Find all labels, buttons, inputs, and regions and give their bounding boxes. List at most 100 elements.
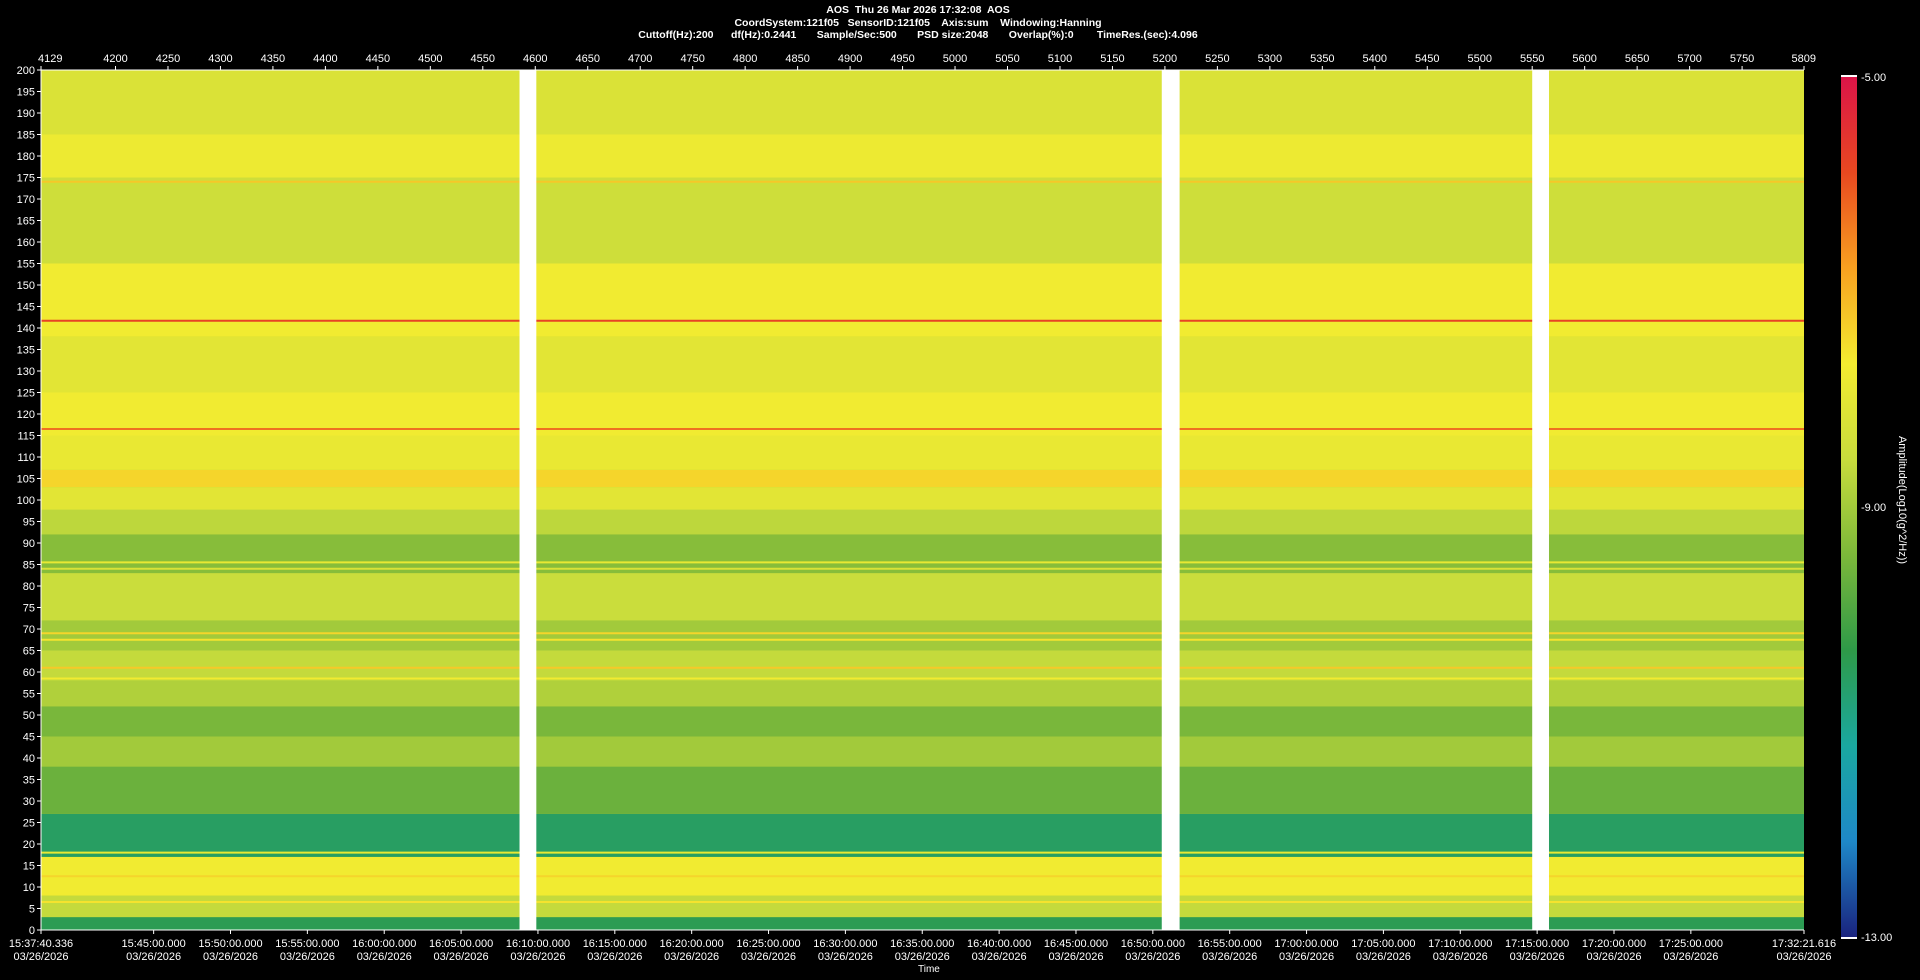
colorbar-top-cap [1841, 75, 1857, 77]
y-tick-label: 155 [17, 259, 35, 271]
x-tick-date: 03/26/2026 [1663, 951, 1718, 963]
frequency-band-17 [41, 336, 1804, 393]
colorbar-tick-label: -13.00 [1861, 932, 1892, 944]
frequency-band-5 [41, 736, 1804, 767]
y-tick-label: 195 [17, 87, 35, 99]
y-tick-label: 130 [17, 366, 35, 378]
data-gap-0 [519, 70, 537, 930]
colorbar-tick-label: -5.00 [1861, 72, 1886, 84]
x-tick-date: 03/26/2026 [126, 951, 181, 963]
top-tick-label: 5350 [1310, 53, 1334, 65]
top-tick-label: 5050 [995, 53, 1019, 65]
x-tick-time: 17:10:00.000 [1428, 938, 1492, 950]
x-tick-time: 16:20:00.000 [660, 938, 724, 950]
x-tick-date: 03/26/2026 [434, 951, 489, 963]
y-tick-label: 40 [23, 753, 35, 765]
frequency-band-7 [41, 680, 1804, 707]
x-tick-date: 03/26/2026 [357, 951, 412, 963]
y-tick-label: 165 [17, 216, 35, 228]
top-tick-label: 4250 [156, 53, 180, 65]
top-tick-label: 5200 [1153, 53, 1177, 65]
top-tick-label: 5809 [1792, 53, 1816, 65]
x-tick-time: 16:35:00.000 [890, 938, 954, 950]
top-tick-label: 4129 [38, 53, 62, 65]
x-tick-time: 16:15:00.000 [583, 938, 647, 950]
y-tick-label: 95 [23, 517, 35, 529]
top-tick-label: 4950 [890, 53, 914, 65]
chart-header: AOS Thu 26 Mar 2026 17:32:08 AOS CoordSy… [0, 4, 1836, 42]
top-tick-label: 5100 [1048, 53, 1072, 65]
x-tick-date: 03/26/2026 [1586, 951, 1641, 963]
frequency-band-19 [41, 177, 1804, 264]
x-tick-date: 03/26/2026 [664, 951, 719, 963]
y-tick-label: 35 [23, 775, 35, 787]
x-tick-date: 03/26/2026 [1048, 951, 1103, 963]
x-tick-time: 16:05:00.000 [429, 938, 493, 950]
header-params-line2: CoordSystem:121f05 SensorID:121f05 Axis:… [734, 16, 1102, 29]
top-tick-label: 4500 [418, 53, 442, 65]
x-axis: 15:37:40.33603/26/202615:45:00.00003/26/… [9, 930, 1836, 963]
top-tick-label: 4700 [628, 53, 652, 65]
x-tick-time: 16:55:00.000 [1198, 938, 1262, 950]
y-tick-label: 70 [23, 624, 35, 636]
y-tick-label: 100 [17, 495, 35, 507]
frequency-band-12 [41, 508, 1804, 535]
y-tick-label: 90 [23, 538, 35, 550]
top-tick-label: 4450 [366, 53, 390, 65]
top-tick-label: 5600 [1572, 53, 1596, 65]
x-tick-date: 03/26/2026 [1125, 951, 1180, 963]
y-tick-label: 140 [17, 323, 35, 335]
x-tick-date: 03/26/2026 [203, 951, 258, 963]
x-tick-date: 03/26/2026 [895, 951, 950, 963]
y-tick-label: 115 [17, 431, 35, 443]
y-axis: 0 5 10 15 20 25 30 35 40 45 50 55 60 65 70 75 80 85 90 95 10… [17, 65, 41, 937]
top-tick-label: 5650 [1625, 53, 1649, 65]
y-tick-label: 185 [17, 130, 35, 142]
x-tick-time: 16:45:00.000 [1044, 938, 1108, 950]
x-tick-time: 17:15:00.000 [1505, 938, 1569, 950]
x-tick-time: 17:32:21.616 [1772, 938, 1836, 950]
x-tick-time: 15:37:40.336 [9, 938, 73, 950]
top-tick-label: 4800 [733, 53, 757, 65]
colorbar-tick-label: -9.00 [1861, 502, 1886, 514]
x-tick-time: 17:25:00.000 [1659, 938, 1723, 950]
x-tick-date: 03/26/2026 [818, 951, 873, 963]
top-tick-label: 5550 [1520, 53, 1544, 65]
y-tick-label: 25 [23, 818, 35, 830]
frequency-band-11 [41, 534, 1804, 574]
y-tick-label: 150 [17, 280, 35, 292]
top-tick-label: 4900 [838, 53, 862, 65]
frequency-band-1 [41, 895, 1804, 918]
y-tick-label: 145 [17, 302, 35, 314]
x-tick-date: 03/26/2026 [1776, 951, 1831, 963]
frequency-band-8 [41, 650, 1804, 681]
spectrogram-plot [41, 70, 1804, 930]
y-tick-label: 10 [23, 882, 35, 894]
x-tick-time: 16:50:00.000 [1121, 938, 1185, 950]
x-tick-date: 03/26/2026 [972, 951, 1027, 963]
x-tick-date: 03/26/2026 [1279, 951, 1334, 963]
top-axis: 4129 4200 4250 4300 4350 4400 4450 4500 4550 4600… [38, 53, 1816, 70]
top-tick-label: 4300 [208, 53, 232, 65]
frequency-band-10 [41, 573, 1804, 621]
frequency-band-9 [41, 620, 1804, 651]
y-tick-label: 15 [23, 861, 35, 873]
top-tick-label: 4850 [785, 53, 809, 65]
frequency-band-13 [41, 487, 1804, 509]
x-tick-time: 17:20:00.000 [1582, 938, 1646, 950]
top-tick-label: 5000 [943, 53, 967, 65]
x-tick-time: 16:40:00.000 [967, 938, 1031, 950]
top-tick-label: 5450 [1415, 53, 1439, 65]
data-gaps [519, 70, 1549, 930]
top-tick-label: 4600 [523, 53, 547, 65]
y-tick-label: 180 [17, 151, 35, 163]
y-tick-label: 75 [23, 603, 35, 615]
chart-title: AOS Thu 26 Mar 2026 17:32:08 AOS [826, 4, 1010, 16]
x-tick-time: 17:05:00.000 [1351, 938, 1415, 950]
y-tick-label: 5 [29, 904, 35, 916]
y-tick-label: 55 [23, 689, 35, 701]
x-tick-time: 16:25:00.000 [736, 938, 800, 950]
header-params-line3: Cuttoff(Hz):200 df(Hz):0.2441 Sample/Sec… [638, 29, 1198, 41]
top-tick-label: 4750 [680, 53, 704, 65]
top-tick-label: 4350 [261, 53, 285, 65]
